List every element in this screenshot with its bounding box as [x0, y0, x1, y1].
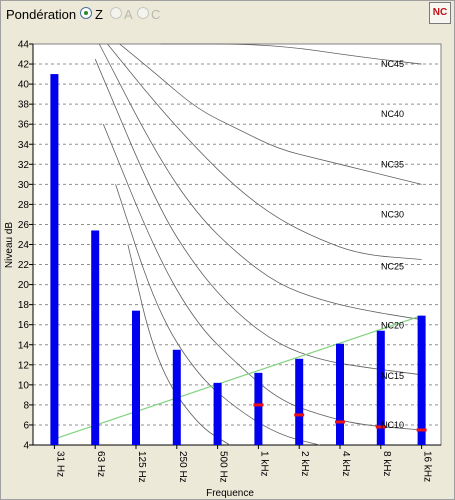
x-tick-label: 500 Hz	[218, 451, 229, 483]
weighting-z-radio[interactable]	[80, 7, 92, 19]
x-axis-label: Frequence	[206, 488, 254, 499]
x-tick-label: 1 kHz	[258, 451, 269, 477]
y-tick-label: 16	[18, 320, 30, 331]
x-tick-label: 8 kHz	[381, 451, 392, 477]
x-tick-label: 63 Hz	[95, 451, 106, 477]
x-tick-label: 125 Hz	[136, 451, 147, 483]
y-tick-label: 28	[18, 200, 30, 211]
bar	[336, 343, 344, 445]
weighting-a-label: A	[124, 7, 133, 22]
y-tick-label: 4	[23, 441, 29, 452]
bar	[50, 74, 59, 445]
nc-label: NC40	[381, 109, 404, 119]
grid-lines	[29, 43, 441, 449]
y-tick-label: 42	[18, 60, 30, 71]
y-tick-label: 30	[18, 180, 30, 191]
y-tick-label: 18	[18, 300, 30, 311]
marker	[335, 420, 345, 424]
nc-curve	[119, 43, 422, 185]
toolbar: Pondération Z A C NC	[0, 0, 455, 30]
bar	[172, 349, 181, 445]
nc-label: NC25	[381, 262, 404, 272]
nc-curve	[107, 43, 422, 260]
bar	[295, 358, 304, 445]
bar	[132, 310, 140, 445]
weighting-c-label: C	[151, 7, 161, 22]
markers	[253, 403, 427, 432]
nc-label: NC10	[381, 420, 404, 430]
trend-line	[54, 315, 422, 440]
y-tick-label: 24	[18, 240, 30, 251]
weighting-z-label: Z	[95, 7, 103, 22]
y-axis-label: Niveau dB	[4, 222, 15, 268]
x-tick-label: 2 kHz	[299, 451, 310, 477]
bar	[91, 230, 100, 445]
bar	[417, 315, 426, 445]
x-tick-labels: 31 Hz 63 Hz 125 Hz 250 Hz 500 Hz 1 kHz 2 kHz 4 …	[54, 451, 432, 483]
y-tick-label: 12	[18, 360, 30, 371]
y-tick-label: 26	[18, 220, 30, 231]
nc-label: NC35	[381, 159, 404, 169]
y-tick-label: 40	[18, 80, 30, 91]
ponderation-label: Pondération	[6, 7, 77, 22]
bar	[376, 330, 385, 445]
y-tick-label: 10	[18, 380, 30, 391]
nc-curves-button[interactable]: NC	[429, 2, 451, 24]
marker	[253, 403, 264, 407]
nc-curve	[127, 244, 231, 446]
x-tick-label: 16 kHz	[422, 451, 433, 482]
x-tick-label: 250 Hz	[177, 451, 188, 483]
bar	[213, 382, 222, 445]
nc-label: NC30	[381, 209, 404, 219]
x-tick-label: 31 Hz	[54, 451, 65, 477]
nc-label: NC20	[381, 321, 404, 331]
trend-line-group	[54, 315, 422, 440]
y-tick-label: 36	[18, 120, 30, 131]
y-tick-label: 34	[18, 140, 30, 151]
y-tick-label: 6	[23, 420, 29, 431]
nc-label: NC45	[381, 59, 404, 69]
bar	[254, 372, 263, 445]
weighting-c-radio	[137, 7, 149, 19]
nc-labels: NC45 NC40 NC35 NC30 NC25 NC20 NC15 NC10	[381, 59, 404, 430]
x-tick-label: 4 kHz	[340, 451, 351, 477]
y-tick-labels: 4 6 8 10 12 14 16 18 20 22 24 26 28 30 32 34 36 38 40 42 44	[18, 40, 30, 452]
y-tick-label: 44	[18, 40, 30, 51]
y-tick-label: 20	[18, 280, 30, 291]
y-tick-label: 22	[18, 260, 30, 271]
nc-curve	[98, 43, 422, 321]
weighting-a-radio	[110, 7, 122, 19]
marker	[375, 425, 386, 429]
marker	[416, 428, 427, 432]
nc-label: NC15	[381, 371, 404, 381]
y-tick-label: 32	[18, 160, 30, 171]
y-tick-label: 14	[18, 340, 30, 351]
y-tick-label: 38	[18, 100, 30, 111]
marker	[294, 413, 305, 417]
y-tick-label: 8	[23, 400, 29, 411]
bars	[50, 74, 426, 445]
nc-curve	[160, 43, 422, 65]
